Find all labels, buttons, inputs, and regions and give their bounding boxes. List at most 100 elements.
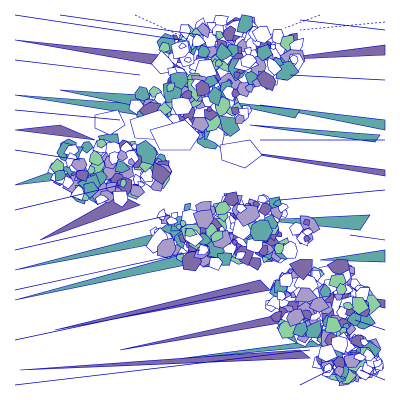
mesh-cell [86, 165, 96, 175]
mesh-cell [303, 219, 310, 226]
mesh-cell [158, 41, 171, 53]
mesh-cell [88, 149, 104, 166]
mesh-cell [180, 89, 193, 101]
mesh-cell [156, 237, 177, 260]
mesh-cell [206, 106, 213, 112]
mesh-cell [251, 25, 272, 44]
mesh-edge [359, 369, 386, 381]
mesh-edge [299, 369, 331, 386]
mesh-cell [334, 365, 345, 378]
mesh-cell [324, 316, 343, 334]
mesh-cell [233, 71, 241, 79]
mesh-edge [14, 59, 141, 76]
mesh-cell [292, 321, 308, 338]
mesh-cell [112, 190, 129, 208]
mesh-cell [294, 287, 319, 303]
mesh-cell [319, 283, 332, 298]
mesh-edge [14, 184, 121, 211]
mesh-cell [70, 185, 85, 201]
mesh-wedge [319, 249, 386, 263]
mesh-cell [195, 79, 211, 97]
mesh-wedge [249, 124, 381, 143]
mesh-cell [232, 239, 238, 247]
mesh-cell [134, 86, 151, 102]
mesh-cell [362, 348, 376, 362]
mesh-wedge [14, 124, 96, 141]
mesh-cell [178, 42, 187, 49]
mesh-cell [116, 149, 128, 161]
mesh-cell [330, 335, 348, 355]
mesh-cell [269, 310, 282, 323]
mesh-cell [326, 259, 350, 275]
mesh-cell [192, 209, 214, 229]
mesh-cell [207, 86, 222, 107]
mesh-cell [170, 211, 179, 220]
mesh-cell [351, 296, 370, 315]
mesh-edge [289, 74, 386, 81]
mesh-cell [273, 242, 284, 255]
mesh-cell [156, 208, 167, 221]
mesh-edge [349, 234, 386, 241]
mesh-cell [235, 251, 246, 260]
mesh-cell [272, 198, 282, 207]
mesh-cell [266, 56, 283, 76]
mesh-edge [59, 14, 201, 36]
mesh-cell [214, 201, 232, 215]
mesh-cell [257, 194, 268, 204]
mesh-cell [131, 143, 138, 150]
mesh-cell [151, 162, 172, 185]
mesh-cell [191, 117, 210, 133]
mesh-cell [119, 178, 127, 188]
mesh-wedge [19, 349, 311, 371]
mesh-cell [353, 352, 367, 362]
mesh-cell [278, 203, 289, 214]
mesh-cell [197, 45, 211, 59]
mesh-cell [196, 22, 211, 39]
mesh-cell [301, 309, 312, 320]
mesh-cell [184, 228, 198, 237]
mesh-cell [171, 97, 193, 116]
mesh-cell [94, 109, 126, 136]
mesh-cell [192, 33, 207, 47]
mesh-cell [235, 113, 245, 124]
mesh-wedge [229, 149, 386, 177]
mesh-cell [343, 301, 355, 310]
mesh-cell [75, 169, 89, 182]
mesh-cell [317, 344, 338, 363]
mesh-cell [276, 290, 287, 301]
mesh-wedge [39, 194, 141, 241]
mesh-edge [14, 249, 201, 291]
mesh-cell [311, 269, 322, 282]
mesh-edge [299, 19, 386, 31]
mesh-cell [114, 160, 131, 174]
mesh-cell [231, 106, 240, 116]
mesh-cell [231, 88, 240, 99]
mesh-edge [14, 14, 181, 41]
mesh-cell [96, 138, 108, 149]
mesh-cell [236, 14, 253, 34]
mesh-cell [289, 222, 304, 236]
mesh-cell [210, 230, 224, 243]
mesh-cell [95, 194, 110, 205]
mesh-cell [240, 53, 258, 69]
mesh-cell [308, 296, 330, 313]
mesh-cell [222, 85, 236, 102]
mesh-cell [83, 181, 100, 199]
mesh-cell [204, 109, 220, 121]
mesh-cell [183, 56, 192, 63]
mesh-cell [149, 119, 201, 151]
mesh-cell [262, 256, 269, 264]
mesh-cell [222, 25, 237, 42]
mesh-cell [128, 157, 136, 166]
mesh-cell [252, 200, 261, 207]
mesh-cell [137, 181, 146, 188]
mesh-cell [360, 338, 370, 347]
mesh-cell [79, 141, 94, 154]
mesh-cell [244, 84, 254, 93]
mesh-cell [256, 70, 277, 92]
mesh-edge [14, 149, 81, 161]
mesh-cell [180, 219, 187, 227]
mesh-edge [14, 109, 121, 121]
